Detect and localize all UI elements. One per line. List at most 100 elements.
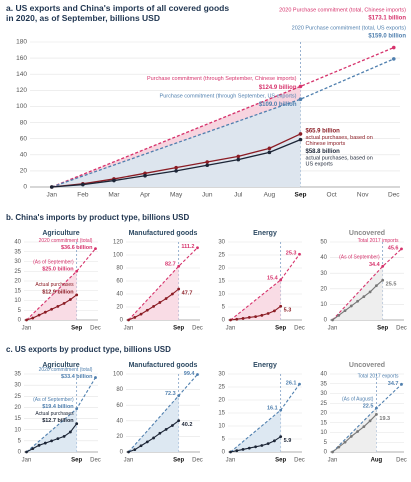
y-tick-label: 80 (116, 387, 123, 393)
point (362, 295, 366, 298)
series-line (128, 247, 198, 321)
annotation: Total 2017 exports (358, 374, 399, 380)
y-tick-label: 35 (14, 372, 21, 378)
point (266, 442, 270, 446)
point (298, 137, 303, 142)
data-label: $159.0 billion (368, 34, 406, 40)
x-tick-label: Dec (90, 458, 101, 464)
point (400, 382, 403, 386)
x-tick-label: Jan (22, 458, 32, 464)
point (133, 316, 137, 319)
y-tick-label: 100 (113, 372, 124, 378)
data-label: $12.7 billion (42, 418, 74, 424)
point (31, 447, 35, 451)
point (267, 150, 272, 155)
section-heading: b. China's imports by product type, bill… (6, 213, 189, 222)
y-tick-label: 30 (320, 391, 327, 397)
x-tick-label: Dec (388, 192, 400, 199)
x-tick-label: Dec (294, 326, 305, 332)
data-label: $25.0 billion (42, 267, 74, 273)
point (75, 422, 79, 426)
x-tick-label: Nov (357, 192, 369, 199)
y-tick-label: 35 (320, 381, 327, 387)
panel-title: Agriculture (42, 362, 79, 369)
point (205, 163, 210, 168)
y-tick-label: 15 (14, 288, 21, 294)
y-tick-label: 5 (324, 440, 328, 446)
point (177, 394, 181, 398)
chart-title: a. US exports and China's imports of all… (6, 3, 229, 23)
point (236, 154, 241, 159)
y-tick-label: 60 (116, 279, 123, 285)
y-tick-label: 20 (218, 398, 225, 404)
point (375, 284, 378, 288)
y-tick-label: 40 (320, 372, 327, 378)
y-tick-label: 0 (18, 318, 22, 324)
annotation: (As of September) (33, 260, 74, 266)
point (337, 445, 341, 449)
point (229, 318, 232, 322)
section-heading: c. US exports by product type, billions … (6, 345, 171, 354)
x-tick-label: Jan (22, 326, 32, 332)
x-tick-label: Dec (192, 326, 203, 332)
point (331, 450, 334, 454)
x-tick-label: Sep (71, 326, 82, 332)
data-label: 34.4 (369, 262, 381, 268)
point (81, 182, 85, 187)
y-tick-label: 40 (116, 292, 123, 298)
x-tick-label: Jan (226, 458, 236, 464)
point (133, 448, 137, 452)
point (177, 264, 181, 268)
point (50, 439, 53, 443)
data-label: $173.1 billion (368, 16, 406, 22)
panel-title: Uncovered (349, 362, 385, 369)
annotation: Purchase commitment (through September, … (147, 76, 297, 82)
data-label: 5.9 (284, 438, 292, 444)
y-tick-label: 30 (320, 271, 327, 277)
point (43, 441, 47, 445)
y-tick-label: 10 (320, 430, 327, 436)
point (62, 302, 66, 305)
y-tick-label: 20 (116, 305, 123, 311)
x-tick-label: Jan (328, 458, 338, 464)
point (139, 444, 143, 448)
point (362, 425, 366, 429)
point (349, 304, 353, 308)
y-tick-label: 20 (320, 286, 327, 292)
y-tick-label: 20 (218, 266, 225, 272)
point (236, 157, 241, 162)
point (279, 408, 283, 412)
y-tick-label: 40 (14, 240, 21, 246)
point (381, 264, 385, 268)
point (69, 430, 72, 434)
point (254, 445, 257, 449)
point (235, 449, 239, 453)
point (273, 439, 276, 443)
y-tick-label: 5 (18, 438, 22, 444)
y-tick-label: 60 (116, 403, 123, 409)
y-tick-label: 140 (16, 71, 27, 78)
y-tick-label: 5 (222, 305, 226, 311)
series-line (51, 46, 395, 188)
data-label: 34.7 (388, 381, 399, 387)
point (267, 146, 272, 151)
point (164, 297, 168, 300)
data-label: 25.5 (386, 282, 397, 288)
y-tick-label: 0 (324, 318, 328, 324)
y-tick-label: 100 (16, 103, 27, 110)
y-tick-label: 180 (16, 39, 27, 46)
point (31, 316, 35, 320)
panel-title: Agriculture (42, 230, 79, 237)
y-tick-label: 120 (16, 87, 27, 94)
x-tick-label: Jul (234, 192, 243, 199)
x-tick-label: Sep (275, 326, 286, 332)
data-label: $65.9 billion (306, 128, 341, 134)
point (164, 427, 168, 431)
point (343, 440, 347, 444)
point (56, 304, 60, 308)
data-label: 99.4 (184, 371, 196, 377)
x-tick-label: Dec (192, 458, 203, 464)
point (235, 317, 239, 321)
data-label: 25.3 (286, 251, 297, 257)
